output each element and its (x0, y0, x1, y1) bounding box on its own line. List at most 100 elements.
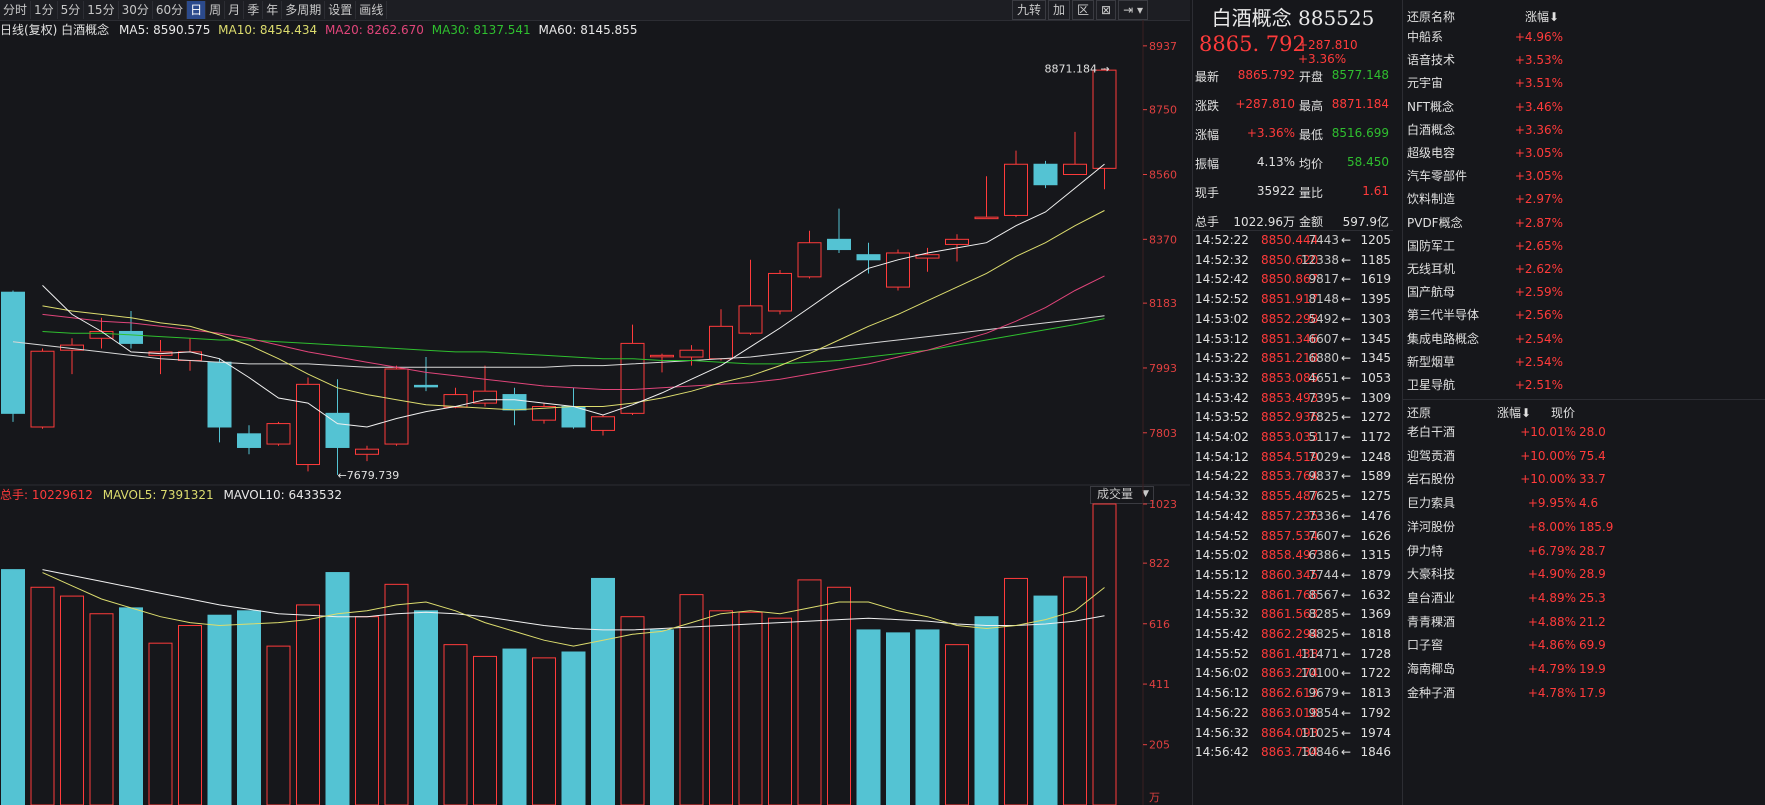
security-title: 白酒概念 885525 (1211, 6, 1375, 30)
volume-bar (1092, 503, 1117, 805)
sector-row[interactable]: PVDF概念 +2.87% (1405, 212, 1565, 235)
stock-row[interactable]: 老白干酒 +10.01% 28.0 (1405, 421, 1765, 444)
tick-price: 8862.294 (1261, 627, 1319, 641)
volume-bar (178, 625, 202, 805)
sector-row[interactable]: 超级电容 +3.05% (1405, 142, 1565, 165)
candle-body (797, 242, 822, 278)
sector-name: 卫星导航 (1407, 378, 1456, 392)
stock-row[interactable]: 金种子酒 +4.78% 17.9 (1405, 682, 1765, 705)
sector-name: 超级电容 (1407, 146, 1456, 160)
down-arrow-icon: ← (1341, 705, 1352, 720)
period-toolbar: 分时 1分 5分 15分 30分 60分日周月季年多周期 设置 画线 九转加区 ⊠ ⇥ ▾ (0, 0, 1190, 21)
period-button[interactable]: 画线 (356, 1, 388, 19)
volume-bar (915, 629, 940, 805)
quote-label: 最新 (1195, 70, 1220, 84)
tick-row: 14:53:12 8851.346 6607 ← 1345 (1195, 330, 1391, 349)
stock-price: 28.9 (1579, 567, 1606, 582)
stock-header-change[interactable]: 涨幅⬇ (1497, 404, 1531, 421)
sector-row[interactable]: 中船系 +4.96% (1405, 26, 1565, 49)
tick-row: 14:55:52 8861.438 11471 ← 1728 (1195, 645, 1391, 664)
sector-header-name[interactable]: 还原名称 (1407, 10, 1456, 24)
quote-value: 8516.699 (1331, 126, 1389, 140)
stock-row[interactable]: 大豪科技 +4.90% 28.9 (1405, 563, 1765, 586)
down-arrow-icon: ← (1341, 548, 1352, 563)
tick-time: 14:54:12 (1195, 449, 1249, 464)
candle-body (650, 354, 674, 358)
sector-change: +2.56% (1514, 308, 1563, 323)
toolbar-action-button[interactable]: 九转 (1011, 0, 1046, 20)
candle-body (266, 423, 291, 445)
tick-price: 8850.444 (1261, 233, 1319, 247)
stock-row[interactable]: 伊力特 +6.79% 28.7 (1405, 540, 1765, 563)
sector-header-change[interactable]: 涨幅⬇ (1525, 8, 1559, 25)
stock-name: 迎驾贡酒 (1407, 448, 1456, 463)
quote-value: +287.810 (1235, 97, 1295, 111)
candle-body (591, 416, 615, 431)
sector-row[interactable]: 第三代半导体 +2.56% (1405, 304, 1565, 327)
quote-value: 8865.792 (1237, 68, 1295, 82)
stock-row[interactable]: 口子窖 +4.86% 69.9 (1405, 634, 1765, 657)
period-button[interactable]: 60分 (153, 1, 188, 19)
tick-volume: 8285 (1308, 607, 1339, 622)
period-button[interactable]: 周 (206, 1, 226, 19)
stock-row[interactable]: 岩石股份 +10.00% 33.7 (1405, 468, 1765, 491)
sector-row[interactable]: 饮料制造 +2.97% (1405, 188, 1565, 211)
volume-bar (473, 655, 497, 805)
sector-row[interactable]: 新型烟草 +2.54% (1405, 351, 1565, 374)
toolbar-action-button[interactable]: ⊠ (1096, 0, 1117, 20)
stock-row[interactable]: 海南椰岛 +4.79% 19.9 (1405, 658, 1765, 681)
volume-indicator-select[interactable]: 成交量 ▼ (1090, 486, 1154, 504)
stock-row[interactable]: 洋河股份 +8.00% 185.9 (1405, 516, 1765, 539)
period-button[interactable]: 多周期 (282, 1, 326, 19)
tick-row: 14:56:32 8864.093 11025 ← 1974 (1195, 724, 1391, 743)
stock-price: 185.9 (1579, 519, 1614, 534)
period-button[interactable]: 月 (225, 1, 245, 19)
period-button[interactable]: 5分 (58, 1, 85, 19)
stock-row[interactable]: 迎驾贡酒 +10.00% 75.4 (1405, 445, 1765, 468)
toolbar-action-button[interactable]: 加 (1048, 0, 1071, 20)
sector-row[interactable]: 集成电路概念 +2.54% (1405, 328, 1565, 351)
sector-row[interactable]: 国防军工 +2.65% (1405, 235, 1565, 258)
tick-time: 14:52:42 (1195, 272, 1249, 287)
tick-row: 14:52:52 8851.917 8148 ← 1395 (1195, 290, 1391, 309)
sector-row[interactable]: 卫星导航 +2.51% (1405, 374, 1565, 397)
tick-row: 14:55:02 8858.497 6386 ← 1315 (1195, 546, 1391, 565)
sector-row[interactable]: 无线耳机 +2.62% (1405, 258, 1565, 281)
volume-bar (266, 645, 291, 805)
period-button[interactable]: 设置 (325, 1, 357, 19)
tick-time: 14:55:42 (1195, 627, 1249, 641)
sector-row[interactable]: NFT概念 +3.46% (1405, 96, 1565, 119)
tick-price: 8850.867 (1261, 272, 1319, 287)
period-button[interactable]: 30分 (119, 1, 153, 19)
toolbar-action-button[interactable]: 区 (1072, 0, 1095, 20)
tick-volume: 6880 (1308, 351, 1339, 366)
tick-volume: 12338 (1300, 252, 1339, 267)
stock-row[interactable]: 巨力索具 +9.95% 4.6 (1405, 492, 1765, 515)
down-arrow-icon: ← (1341, 567, 1352, 582)
stock-header-name[interactable]: 还原 (1407, 406, 1432, 420)
tick-price: 8853.493 (1261, 390, 1319, 405)
sector-row[interactable]: 元宇宙 +3.51% (1405, 72, 1565, 95)
tick-amount: 1185 (1360, 252, 1391, 267)
down-arrow-icon: ← (1341, 528, 1352, 543)
stock-header-price[interactable]: 现价 (1551, 406, 1576, 420)
stock-row[interactable]: 青青稞酒 +4.88% 21.2 (1405, 611, 1765, 634)
period-button[interactable]: 1分 (31, 1, 58, 19)
sector-row[interactable]: 汽车零部件 +3.05% (1405, 165, 1565, 188)
period-button[interactable]: 分时 (0, 1, 32, 19)
period-button[interactable]: 季 (244, 1, 264, 19)
period-button[interactable]: 日 (187, 1, 207, 19)
stock-row[interactable]: 皇台酒业 +4.89% 25.3 (1405, 587, 1765, 610)
tick-time: 14:52:22 (1195, 233, 1249, 247)
collapse-panel-icon[interactable]: ⇥ ▾ (1118, 0, 1148, 20)
sector-name: 饮料制造 (1407, 192, 1456, 207)
period-button[interactable]: 15分 (84, 1, 119, 19)
stock-change: +9.95% (1527, 496, 1576, 511)
sector-row[interactable]: 语音技术 +3.53% (1405, 49, 1565, 72)
period-button[interactable]: 年 (263, 1, 283, 19)
tick-volume: 10100 (1300, 666, 1339, 681)
tick-price: 8861.563 (1261, 607, 1319, 622)
sector-row[interactable]: 白酒概念 +3.36% (1405, 119, 1565, 142)
candle-body (414, 384, 438, 388)
sector-row[interactable]: 国产航母 +2.59% (1405, 281, 1565, 304)
